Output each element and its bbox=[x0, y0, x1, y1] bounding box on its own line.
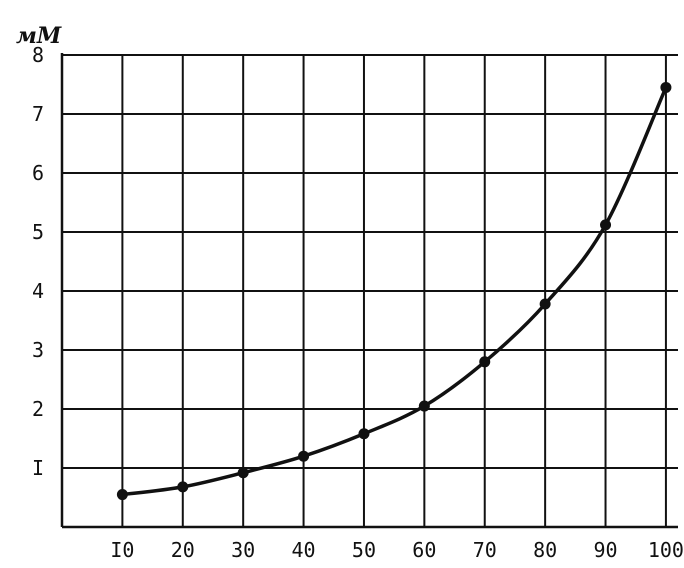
x-tick-label-20: 20 bbox=[171, 538, 195, 562]
x-tick-label-80: 80 bbox=[533, 538, 557, 562]
data-point-50 bbox=[358, 428, 370, 440]
data-point-10 bbox=[116, 489, 128, 501]
x-tick-label-50: 50 bbox=[352, 538, 376, 562]
axes bbox=[60, 53, 678, 529]
y-tick-label-1: I bbox=[32, 456, 44, 480]
tick-labels: I0 20 30 40 50 60 70 80 90 100 I 2 3 4 5 6 7 8 bbox=[32, 43, 684, 562]
x-tick-label-40: 40 bbox=[292, 538, 316, 562]
y-tick-label-7: 7 bbox=[32, 102, 44, 126]
data-points bbox=[116, 81, 672, 501]
y-axis-unit-label: мМ bbox=[16, 23, 62, 49]
data-point-60 bbox=[418, 400, 430, 412]
data-point-20 bbox=[177, 481, 189, 493]
x-tick-label-100: 100 bbox=[648, 538, 684, 562]
y-tick-label-2: 2 bbox=[32, 397, 44, 421]
y-tick-label-8: 8 bbox=[32, 43, 44, 67]
x-tick-label-60: 60 bbox=[412, 538, 436, 562]
y-tick-label-5: 5 bbox=[32, 220, 44, 244]
data-point-80 bbox=[539, 298, 551, 310]
data-point-100 bbox=[660, 81, 672, 93]
x-tick-label-70: 70 bbox=[473, 538, 497, 562]
data-point-90 bbox=[600, 219, 612, 231]
x-tick-label-10: I0 bbox=[110, 538, 134, 562]
data-point-70 bbox=[479, 356, 491, 368]
x-tick-label-90: 90 bbox=[593, 538, 617, 562]
data-point-40 bbox=[298, 450, 310, 462]
grid bbox=[62, 54, 678, 527]
x-tick-label-30: 30 bbox=[231, 538, 255, 562]
y-tick-label-6: 6 bbox=[32, 161, 44, 185]
y-tick-label-4: 4 bbox=[32, 279, 44, 303]
y-tick-label-3: 3 bbox=[32, 338, 44, 362]
data-point-30 bbox=[237, 467, 249, 479]
